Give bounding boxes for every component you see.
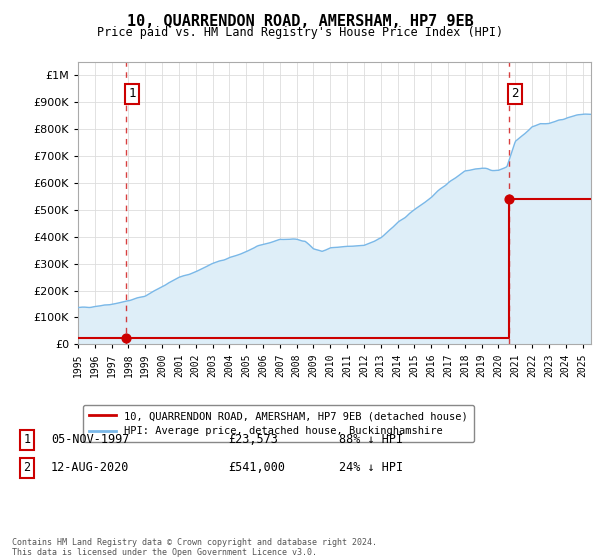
Text: 05-NOV-1997: 05-NOV-1997 bbox=[51, 433, 130, 446]
Text: 1: 1 bbox=[128, 87, 136, 100]
Text: 24% ↓ HPI: 24% ↓ HPI bbox=[339, 461, 403, 474]
Point bbox=[121, 334, 131, 343]
Text: £23,573: £23,573 bbox=[228, 433, 278, 446]
Text: 1: 1 bbox=[23, 433, 31, 446]
Text: 88% ↓ HPI: 88% ↓ HPI bbox=[339, 433, 403, 446]
Text: 12-AUG-2020: 12-AUG-2020 bbox=[51, 461, 130, 474]
Text: Price paid vs. HM Land Registry's House Price Index (HPI): Price paid vs. HM Land Registry's House … bbox=[97, 26, 503, 39]
Point bbox=[504, 194, 514, 203]
Text: 10, QUARRENDON ROAD, AMERSHAM, HP7 9EB: 10, QUARRENDON ROAD, AMERSHAM, HP7 9EB bbox=[127, 14, 473, 29]
Text: Contains HM Land Registry data © Crown copyright and database right 2024.
This d: Contains HM Land Registry data © Crown c… bbox=[12, 538, 377, 557]
Text: 2: 2 bbox=[511, 87, 519, 100]
Legend: 10, QUARRENDON ROAD, AMERSHAM, HP7 9EB (detached house), HPI: Average price, det: 10, QUARRENDON ROAD, AMERSHAM, HP7 9EB (… bbox=[83, 405, 474, 442]
Text: 2: 2 bbox=[23, 461, 31, 474]
Text: £541,000: £541,000 bbox=[228, 461, 285, 474]
